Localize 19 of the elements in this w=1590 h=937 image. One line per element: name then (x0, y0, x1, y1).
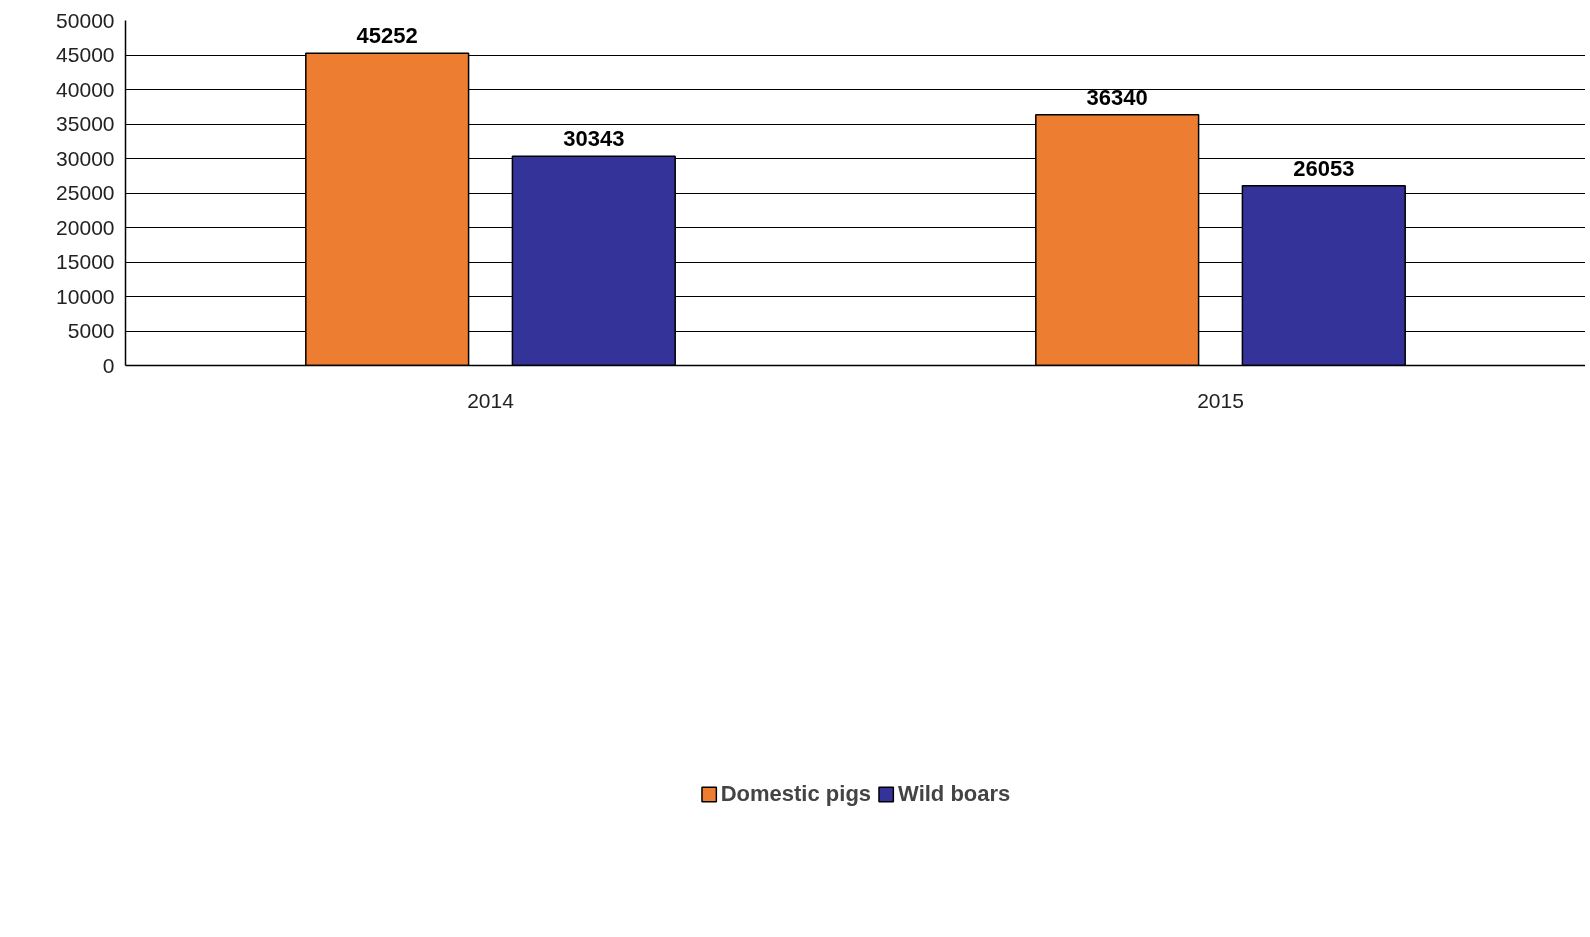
x-tick-label: 2015 (1197, 388, 1244, 412)
data-label: 36340 (1086, 84, 1148, 110)
data-label: 30343 (563, 126, 625, 152)
legend-label: Domestic pigs (720, 780, 872, 807)
y-tick-label: 25000 (56, 181, 115, 204)
y-tick-label: 0 (102, 353, 115, 377)
y-tick-label: 50000 (56, 8, 115, 32)
x-tick-label: 2014 (467, 388, 515, 412)
legend-label: Wild boars (898, 780, 1011, 807)
y-tick-label: 10000 (56, 284, 115, 308)
data-label: 45252 (356, 23, 418, 49)
y-tick-label: 20000 (56, 215, 115, 239)
y-tick-label: 30000 (56, 146, 115, 170)
y-tick-label: 40000 (56, 77, 115, 101)
y-tick-label: 35000 (56, 112, 115, 135)
data-label: 26053 (1293, 155, 1355, 181)
y-tick-label: 5000 (67, 319, 115, 342)
y-tick-label: 45000 (56, 43, 115, 66)
y-tick-label: 15000 (56, 250, 115, 273)
